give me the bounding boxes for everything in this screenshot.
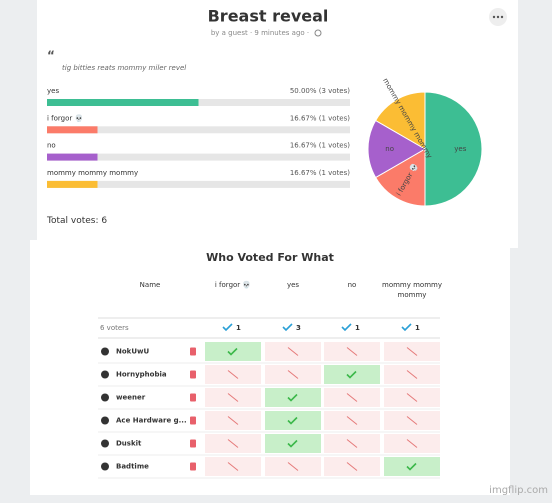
byline: by a guest · 9 minutes ago · (211, 29, 309, 37)
avatar-icon (101, 439, 109, 448)
globe-icon (314, 29, 322, 37)
no-vote-slash (227, 393, 239, 402)
no-vote-slash (346, 416, 358, 425)
column-header: yes (286, 281, 300, 289)
no-vote-slash (346, 439, 358, 448)
no-vote-slash (227, 416, 239, 425)
option-label: yes (47, 87, 59, 95)
pie-slice (367, 119, 426, 179)
avatar-icon (101, 370, 109, 379)
delete-icon (190, 439, 196, 448)
delete-icon (190, 370, 196, 379)
vote-check (406, 462, 417, 471)
bar (47, 153, 98, 161)
voter-name: NokUwU (116, 348, 149, 356)
delete-icon (190, 462, 196, 471)
bar (47, 180, 98, 188)
results-title: Who Voted For What (206, 251, 334, 264)
count-check (401, 323, 412, 332)
column-count: 3 (296, 324, 301, 332)
delete-icon (190, 347, 196, 356)
option-label: mommy mommy mommy (47, 169, 138, 177)
no-vote-slash (406, 370, 418, 379)
no-vote-slash (406, 416, 418, 425)
column-header-box: mommy mommy mommy (382, 281, 442, 299)
column-header-box: i forgor 💀 (214, 281, 252, 289)
bar (47, 126, 98, 134)
no-vote-slash (287, 462, 299, 471)
menu-dots (492, 15, 504, 19)
bar-track (47, 180, 350, 188)
avatar-icon (101, 393, 109, 402)
pie-slice (424, 91, 483, 207)
column-count: 1 (415, 324, 420, 332)
no-vote-slash (227, 439, 239, 448)
no-vote-slash (406, 347, 418, 356)
voter-name: Duskit (116, 440, 142, 448)
avatar-icon (101, 347, 109, 356)
vote-check (287, 416, 298, 425)
column-header: mommy mommy mommy (382, 281, 442, 299)
pie-label: no (385, 145, 394, 153)
vote-check (346, 370, 357, 379)
column-count: 1 (355, 324, 360, 332)
pie-slice (374, 148, 426, 207)
no-vote-slash (346, 462, 358, 471)
no-vote-slash (227, 462, 239, 471)
total-label: Total votes: (46, 216, 99, 226)
poll-title: Breast reveal (208, 7, 329, 26)
pie-slice (374, 91, 426, 150)
no-vote-slash (346, 347, 358, 356)
voter-name: Hornyphobia (116, 371, 167, 379)
column-header: no (347, 281, 357, 289)
total-votes: Total votes: 6 (46, 216, 107, 226)
total-value: 6 (101, 216, 107, 226)
bar-track (47, 126, 350, 134)
column-header-box: yes (286, 281, 300, 289)
delete-icon (190, 393, 196, 402)
vote-check (227, 347, 238, 356)
description: tig bitties reats mommy miler revel (62, 64, 186, 72)
no-vote-slash (227, 370, 239, 379)
option-label: i forgor 💀 (47, 113, 83, 122)
pie-label: yes (454, 145, 466, 153)
option-result: 16.67% (1 votes) (290, 114, 350, 122)
avatar-icon (101, 416, 109, 425)
no-vote-slash (287, 370, 299, 379)
bar-track (47, 153, 350, 161)
watermark: imgflip.com (489, 485, 548, 496)
no-vote-slash (406, 393, 418, 402)
option-result: 16.67% (1 votes) (290, 142, 350, 150)
count-check (222, 323, 233, 332)
voter-name: Ace Hardware g... (116, 417, 187, 425)
name-header: Name (140, 281, 161, 289)
no-vote-slash (287, 347, 299, 356)
voter-name: Badtime (116, 463, 149, 471)
count-check (341, 323, 352, 332)
vote-check (287, 439, 298, 448)
count-check (282, 323, 293, 332)
quote-icon: “ (47, 49, 55, 63)
no-vote-slash (406, 439, 418, 448)
column-count: 1 (236, 324, 241, 332)
delete-icon (190, 416, 196, 425)
option-result: 16.67% (1 votes) (290, 169, 350, 177)
option-result: 50.00% (3 votes) (290, 87, 350, 95)
no-vote-slash (346, 393, 358, 402)
vote-check (287, 393, 298, 402)
bar (47, 99, 199, 106)
voter-count: 6 voters (100, 324, 129, 332)
avatar-icon (101, 462, 109, 471)
column-header-box: no (347, 281, 357, 289)
column-header: i forgor 💀 (214, 281, 252, 289)
option-label: no (47, 142, 56, 150)
voter-name: weener (116, 394, 146, 402)
